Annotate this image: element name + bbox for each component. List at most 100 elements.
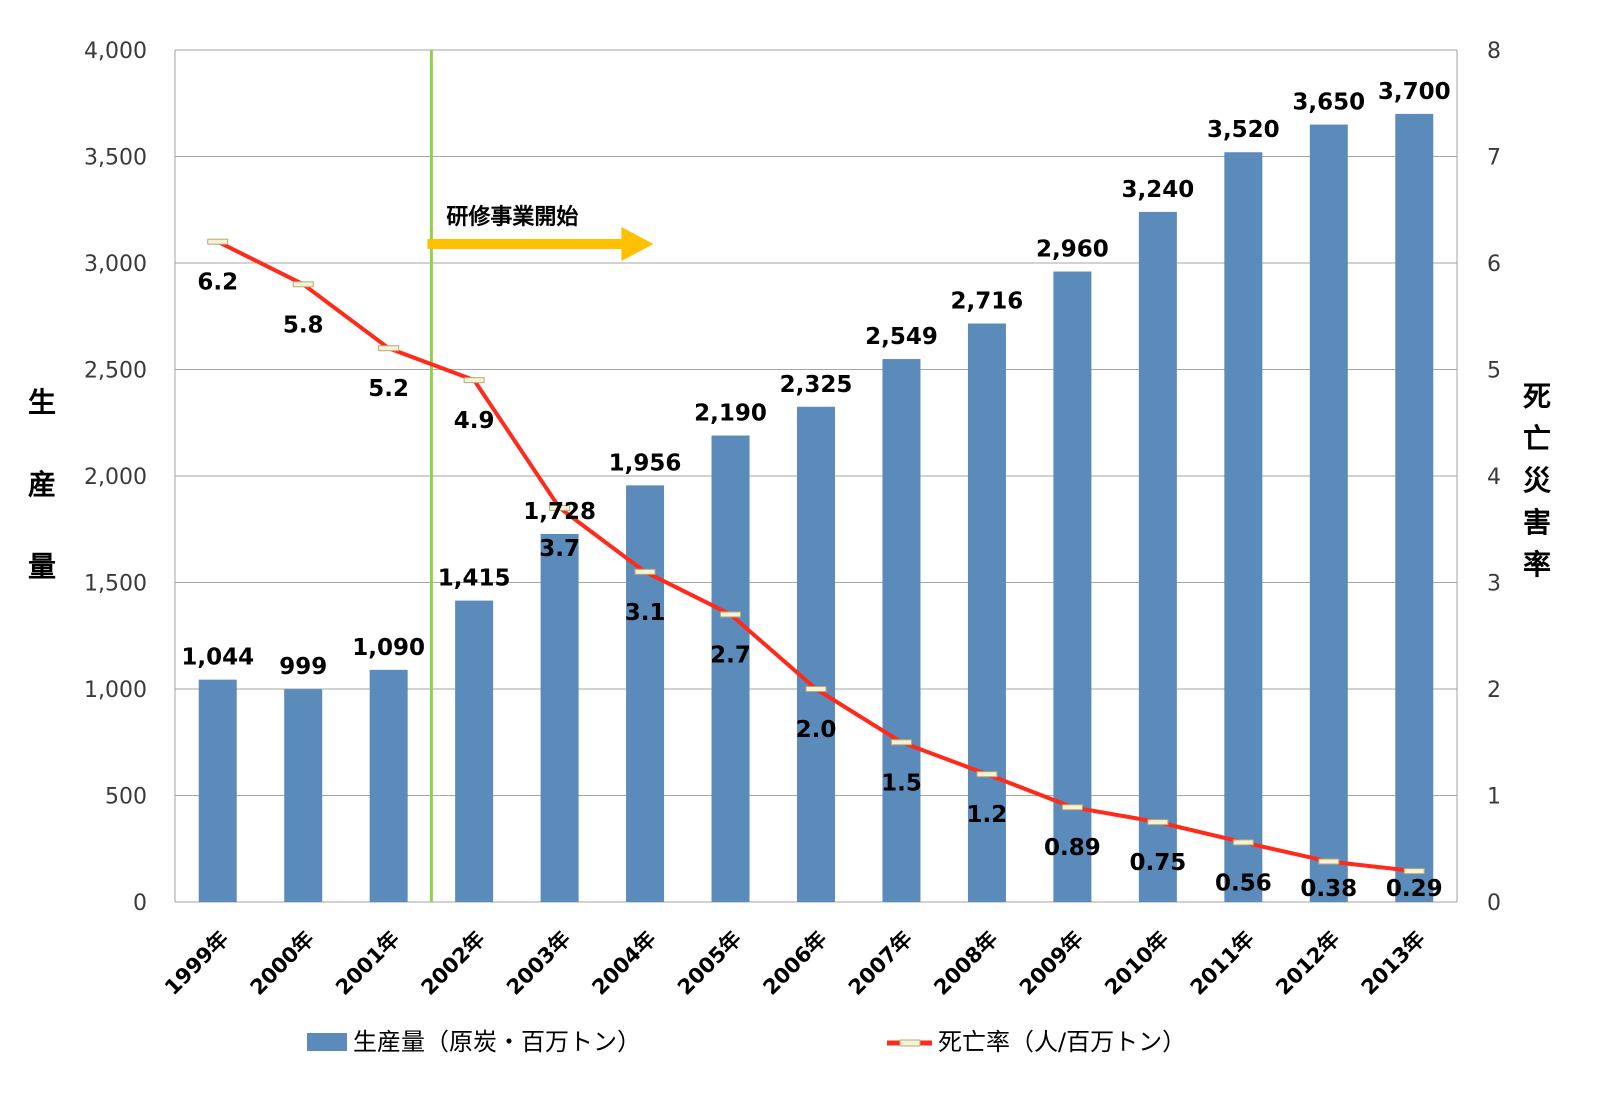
right-axis-title-char: 害 <box>1523 506 1551 539</box>
bar <box>455 600 494 902</box>
bar <box>1309 124 1348 903</box>
right-axis-title-char: 率 <box>1523 548 1551 581</box>
x-tick-label: 2009年 <box>1015 927 1088 1000</box>
rate-value-label: 6.2 <box>197 270 238 296</box>
rate-value-label: 2.7 <box>710 642 751 668</box>
bar <box>540 533 579 902</box>
legend-line-marker <box>899 1039 921 1047</box>
legend-bar-swatch <box>307 1033 347 1051</box>
rate-marker <box>890 739 912 746</box>
right-tick-label: 3 <box>1487 572 1501 597</box>
rate-value-label: 5.2 <box>368 376 409 402</box>
bar <box>711 435 750 902</box>
bar <box>797 406 835 902</box>
right-tick-label: 4 <box>1487 465 1501 490</box>
rate-marker <box>634 568 656 575</box>
x-tick-label: 2000年 <box>246 927 319 1000</box>
rate-marker <box>720 611 742 618</box>
bar-value-label: 1,415 <box>438 566 511 592</box>
rate-marker <box>1403 868 1425 875</box>
arrow-shaft <box>427 239 622 249</box>
rate-marker <box>976 771 998 778</box>
left-tick-label: 500 <box>105 785 147 810</box>
bar-value-label: 999 <box>279 654 327 680</box>
bar-value-label: 2,716 <box>951 288 1024 314</box>
right-axis-title-char: 死 <box>1523 380 1551 413</box>
x-tick-label: 2003年 <box>502 927 575 1000</box>
legend-bar-label: 生産量（原炭・百万トン） <box>353 1028 641 1056</box>
right-tick-label: 1 <box>1487 785 1501 810</box>
bar-value-label: 2,325 <box>780 372 853 398</box>
x-tick-label: 2001年 <box>331 927 404 1000</box>
left-tick-label: 3,000 <box>84 252 147 277</box>
left-axis-title-char: 量 <box>28 550 56 583</box>
bar <box>198 679 237 902</box>
rate-marker <box>805 686 827 692</box>
x-tick-label: 2010年 <box>1100 927 1173 1000</box>
rate-value-label: 0.56 <box>1215 870 1272 896</box>
right-tick-label: 7 <box>1487 146 1501 171</box>
right-tick-label: 0 <box>1487 891 1501 916</box>
rate-value-label: 3.7 <box>539 536 580 562</box>
rate-marker <box>207 238 229 245</box>
left-tick-label: 0 <box>133 891 147 916</box>
x-tick-label: 1999年 <box>160 927 233 1000</box>
rate-marker <box>463 377 485 384</box>
left-tick-label: 3,500 <box>84 146 147 171</box>
left-tick-label: 2,000 <box>84 465 147 490</box>
arrow-head <box>621 227 654 261</box>
rate-value-label: 0.89 <box>1044 835 1101 861</box>
right-tick-label: 8 <box>1487 39 1501 64</box>
bar-value-label: 3,700 <box>1378 79 1451 105</box>
bar <box>1395 113 1434 902</box>
bar-value-label: 1,956 <box>609 450 682 476</box>
left-axis-title-char: 産 <box>28 468 56 501</box>
rate-marker <box>1318 858 1340 865</box>
annotation-label: 研修事業開始 <box>446 204 578 230</box>
rate-value-label: 1.5 <box>881 770 922 796</box>
rate-value-label: 3.1 <box>625 600 666 626</box>
rate-value-label: 5.8 <box>283 312 324 338</box>
bar-series <box>198 113 1434 903</box>
x-tick-label: 2004年 <box>587 927 660 1000</box>
x-tick-label: 2007年 <box>844 927 917 1000</box>
bar-value-label: 3,240 <box>1121 177 1194 203</box>
bar <box>1224 152 1263 903</box>
rate-marker <box>549 504 571 511</box>
bar-value-label: 3,520 <box>1207 117 1280 143</box>
rate-value-label: 1.2 <box>967 802 1008 828</box>
bar <box>967 323 1006 902</box>
left-axis-title-char: 生 <box>28 386 56 419</box>
bar-value-label: 3,650 <box>1292 90 1365 116</box>
bar-value-label: 1,728 <box>523 499 596 525</box>
data-labels: 1,044 999 1,090 1,415 1,728 1,956 2,190 2,325 2,… <box>181 79 1450 902</box>
left-tick-label: 2,500 <box>84 359 147 384</box>
rate-value-label: 0.38 <box>1300 876 1357 902</box>
right-tick-label: 2 <box>1487 678 1501 703</box>
line-series <box>207 238 1425 875</box>
bar <box>1138 211 1177 902</box>
bar <box>369 669 408 902</box>
left-tick-label: 4,000 <box>84 39 147 64</box>
left-tick-label: 1,500 <box>84 572 147 597</box>
legend-line-label: 死亡率（人/百万トン） <box>938 1028 1186 1056</box>
x-tick-label: 2005年 <box>673 927 746 1000</box>
bar <box>882 359 921 902</box>
legend: 生産量（原炭・百万トン） 死亡率（人/百万トン） <box>307 1028 1186 1056</box>
x-tick-label: 2011年 <box>1186 927 1259 1000</box>
x-tick-label: 2002年 <box>417 927 490 1000</box>
rate-marker <box>1147 819 1169 826</box>
bar <box>626 485 665 902</box>
bar <box>284 689 323 902</box>
rate-value-label: 0.29 <box>1386 876 1443 902</box>
right-axis-title-char: 災 <box>1523 464 1552 497</box>
rate-marker <box>1232 839 1254 846</box>
x-tick-label: 2012年 <box>1271 927 1344 1000</box>
x-tick-label: 2006年 <box>758 927 831 1000</box>
bar-value-label: 1,044 <box>181 645 254 671</box>
bar-value-label: 2,960 <box>1036 237 1109 263</box>
right-tick-label: 6 <box>1487 252 1501 277</box>
rate-marker <box>1061 804 1083 811</box>
